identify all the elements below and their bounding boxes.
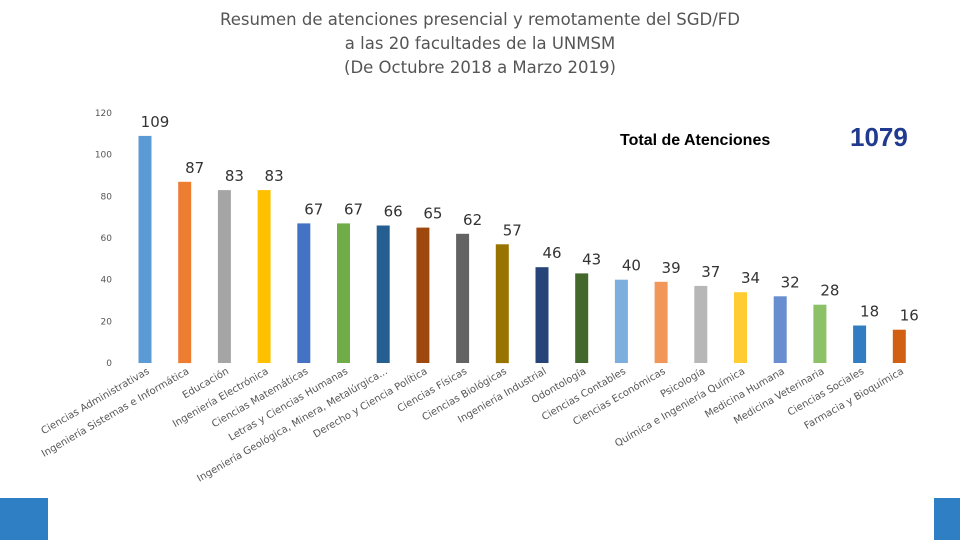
data-label: 87 bbox=[185, 159, 204, 177]
bar bbox=[734, 292, 747, 363]
bar bbox=[654, 281, 668, 364]
data-label: 83 bbox=[265, 167, 284, 185]
chart-title-line-1: Resumen de atenciones presencial y remot… bbox=[219, 10, 741, 29]
chart-title-line-3: (De Octubre 2018 a Marzo 2019) bbox=[344, 58, 616, 77]
chart-panel bbox=[48, 0, 934, 540]
data-label: 67 bbox=[304, 200, 323, 218]
total-label: Total de Atenciones bbox=[620, 132, 771, 149]
bar bbox=[456, 233, 470, 363]
data-label: 32 bbox=[781, 273, 800, 291]
data-label: 67 bbox=[344, 200, 363, 218]
bar bbox=[892, 329, 906, 363]
total-value: 1079 bbox=[850, 122, 908, 152]
bar bbox=[376, 225, 390, 363]
bar bbox=[217, 190, 231, 363]
bar bbox=[297, 223, 311, 363]
y-tick-label: 100 bbox=[95, 151, 112, 161]
data-label: 18 bbox=[860, 303, 879, 321]
bar bbox=[416, 227, 430, 363]
data-label: 28 bbox=[820, 282, 839, 300]
y-tick-label: 120 bbox=[95, 109, 112, 119]
data-label: 66 bbox=[384, 203, 403, 221]
bar bbox=[178, 181, 192, 364]
bar bbox=[614, 279, 628, 363]
bar bbox=[337, 223, 350, 363]
bar bbox=[138, 135, 152, 363]
y-tick-label: 40 bbox=[101, 276, 113, 286]
y-tick-label: 80 bbox=[101, 192, 113, 202]
data-label: 16 bbox=[900, 307, 919, 325]
data-label: 46 bbox=[542, 244, 561, 262]
y-tick-label: 0 bbox=[106, 359, 112, 369]
y-tick-label: 60 bbox=[101, 234, 113, 244]
data-label: 39 bbox=[662, 259, 681, 277]
data-label: 83 bbox=[225, 167, 244, 185]
bar bbox=[773, 296, 787, 363]
data-label: 37 bbox=[701, 263, 720, 281]
bar bbox=[495, 244, 509, 364]
data-label: 43 bbox=[582, 250, 601, 268]
bar bbox=[694, 285, 708, 363]
bar bbox=[257, 190, 271, 363]
bar bbox=[853, 325, 867, 363]
bar bbox=[575, 273, 589, 363]
chart-title: Resumen de atenciones presencial y remot… bbox=[0, 8, 960, 80]
bar bbox=[535, 267, 549, 363]
data-label: 109 bbox=[141, 113, 170, 131]
category-label: Ingeniería Sistemas e Informática bbox=[39, 365, 191, 460]
data-label: 57 bbox=[503, 221, 522, 239]
data-label: 65 bbox=[423, 205, 442, 223]
bar bbox=[813, 304, 827, 363]
bottom-bar-left bbox=[0, 498, 48, 540]
data-label: 40 bbox=[622, 257, 641, 275]
data-label: 34 bbox=[741, 269, 760, 287]
data-label: 62 bbox=[463, 211, 482, 229]
bottom-bar-right bbox=[934, 498, 960, 540]
chart-title-line-2: a las 20 facultades de la UNMSM bbox=[344, 34, 616, 53]
y-tick-label: 20 bbox=[101, 317, 113, 327]
